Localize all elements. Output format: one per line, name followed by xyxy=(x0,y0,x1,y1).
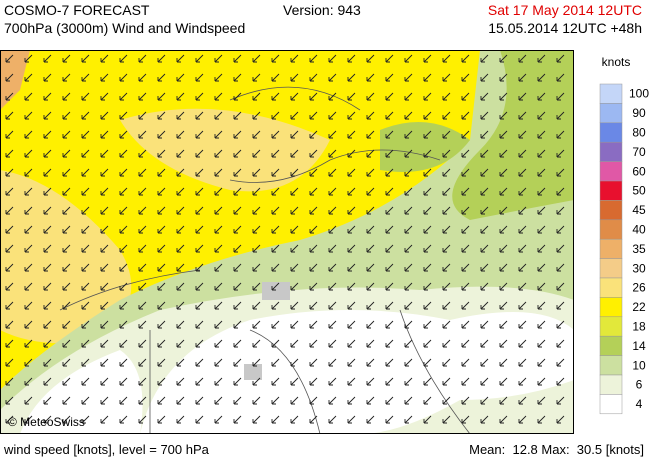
legend-swatch xyxy=(599,355,623,376)
legend-label: 14 xyxy=(632,339,646,353)
legend-swatch xyxy=(599,258,623,279)
legend-label: 26 xyxy=(632,281,646,295)
legend-swatch xyxy=(599,374,623,395)
legend-swatch xyxy=(599,297,623,318)
legend-label: 45 xyxy=(632,203,646,217)
legend-swatch xyxy=(599,141,623,162)
legend-label: 35 xyxy=(632,242,646,256)
legend-swatch xyxy=(599,219,623,240)
title: COSMO-7 FORECAST xyxy=(4,2,150,18)
run-time: 15.05.2014 12UTC +48h xyxy=(488,20,642,36)
legend-swatch xyxy=(599,83,623,104)
legend-swatch xyxy=(599,238,623,259)
legend-swatch xyxy=(599,200,623,221)
legend-swatch xyxy=(599,180,623,201)
legend-swatch xyxy=(599,103,623,124)
legend-label: 100 xyxy=(629,87,649,101)
legend-label: 18 xyxy=(632,320,646,334)
credit: © MeteoSwiss xyxy=(8,415,85,429)
legend-swatch xyxy=(599,335,623,356)
legend: knots 100 90 80 70 60 50 45 40 35 30 26 22 18 14 10 6 4 xyxy=(599,55,649,415)
legend-label: 40 xyxy=(632,223,646,237)
legend-swatch xyxy=(599,316,623,337)
legend-label: 90 xyxy=(632,106,646,120)
valid-time: Sat 17 May 2014 12UTC xyxy=(487,2,642,18)
legend-label: 4 xyxy=(636,397,643,411)
legend-label: 70 xyxy=(632,145,646,159)
footer-right: Mean: 12.8 Max: 30.5 [knots] xyxy=(469,442,644,457)
legend-swatch xyxy=(599,122,623,143)
legend-label: 50 xyxy=(632,184,646,198)
legend-label: 10 xyxy=(632,358,646,372)
subtitle: 700hPa (3000m) Wind and Windspeed xyxy=(4,20,246,36)
legend-swatch xyxy=(599,277,623,298)
legend-swatch xyxy=(599,161,623,182)
legend-title: knots xyxy=(602,55,631,69)
legend-label: 60 xyxy=(632,164,646,178)
legend-label: 22 xyxy=(632,300,646,314)
version: Version: 943 xyxy=(283,2,361,18)
legend-label: 30 xyxy=(632,261,646,275)
legend-label: 6 xyxy=(636,378,643,392)
wind-arrows xyxy=(0,50,574,434)
footer-left: wind speed [knots], level = 700 hPa xyxy=(4,442,209,457)
map: © MeteoSwiss xyxy=(0,50,574,434)
legend-swatch xyxy=(599,394,623,415)
map-frame xyxy=(0,50,574,434)
legend-label: 80 xyxy=(632,126,646,140)
